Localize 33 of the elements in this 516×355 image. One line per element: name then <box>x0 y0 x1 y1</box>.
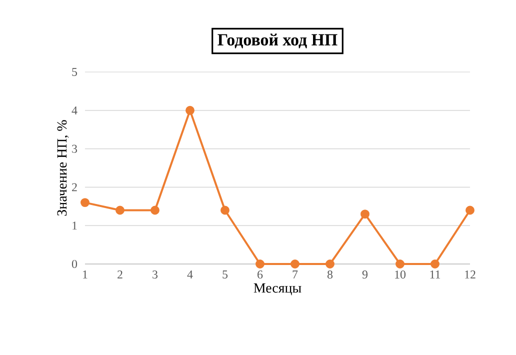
x-tick-label: 3 <box>152 270 158 279</box>
point <box>186 106 194 115</box>
x-axis-title: Месяцы <box>254 283 302 296</box>
point <box>466 206 474 215</box>
y-axis-title: Значение НП, % <box>57 120 69 216</box>
y-tick-label: 1 <box>72 222 77 230</box>
x-tick-label: 1 <box>83 270 88 278</box>
point <box>80 198 90 208</box>
y-tick-label: 2 <box>72 183 77 192</box>
point <box>116 206 124 215</box>
chart-title: Годовой ход НП <box>218 34 338 48</box>
x-tick-label: 10 <box>395 270 406 279</box>
point <box>290 260 300 268</box>
y-tick-label: 5 <box>72 68 78 76</box>
point <box>396 260 404 268</box>
x-tick-label: 7 <box>292 270 298 278</box>
point <box>430 260 440 268</box>
point <box>360 210 370 219</box>
x-tick-label: 4 <box>187 270 193 278</box>
y-tick-label: 3 <box>72 144 78 153</box>
x-tick-label: 6 <box>258 270 263 279</box>
point <box>220 206 230 215</box>
point <box>326 260 334 268</box>
point <box>150 206 160 215</box>
y-tick-label: 0 <box>72 260 78 268</box>
x-tick-label: 11 <box>430 270 440 278</box>
y-tick-label: 4 <box>72 106 78 114</box>
x-tick-label: 2 <box>118 270 122 278</box>
x-tick-label: 9 <box>362 270 368 279</box>
point <box>256 260 264 268</box>
x-tick-label: 5 <box>222 270 228 278</box>
x-tick-label: 8 <box>327 270 333 279</box>
x-tick-label: 12 <box>465 270 476 278</box>
